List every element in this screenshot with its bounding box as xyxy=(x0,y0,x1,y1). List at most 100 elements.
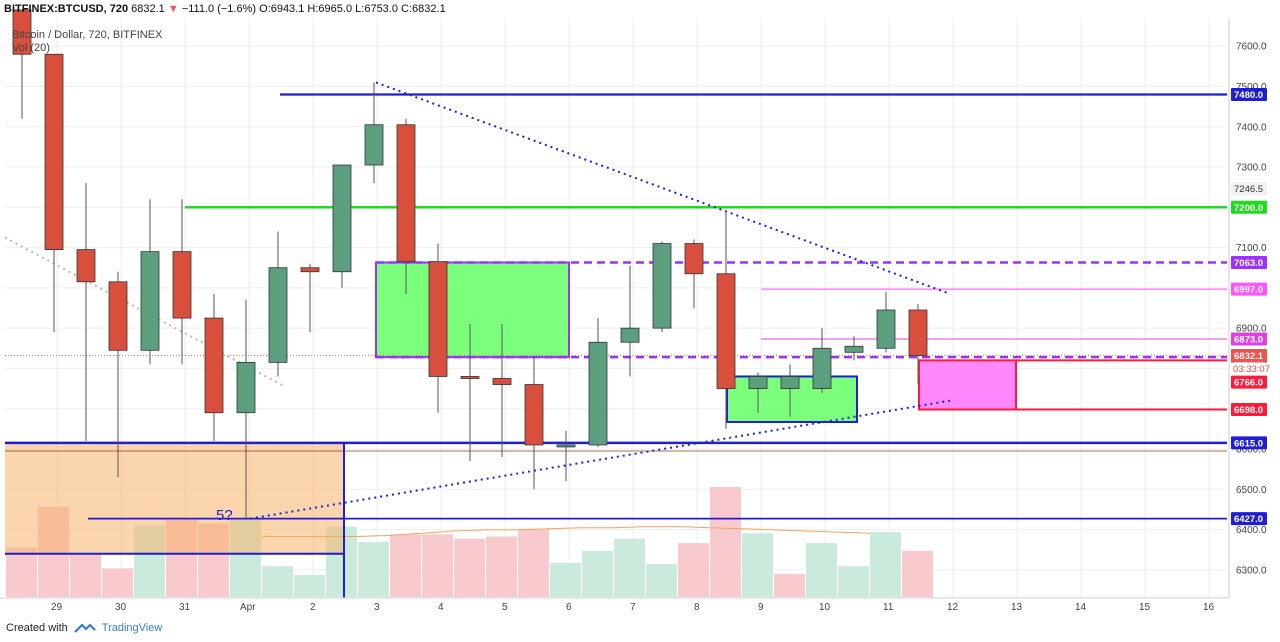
candle-body xyxy=(268,267,288,363)
volume-bar xyxy=(486,536,517,597)
volume-bar xyxy=(422,534,453,597)
price-tag-label: 7480.0 xyxy=(1234,90,1263,101)
volume-bar xyxy=(902,550,933,597)
price-tag xyxy=(1231,255,1267,269)
time-tick-label: 3 xyxy=(374,602,380,613)
series-title: Bitcoin / Dollar, 720, BITFINEX xyxy=(12,29,163,41)
time-tick-label: 9 xyxy=(758,602,764,613)
candle-body xyxy=(716,273,736,389)
candle-body xyxy=(236,361,256,414)
price-tag xyxy=(1231,512,1267,526)
candle-body xyxy=(652,243,672,329)
time-tick-label: Apr xyxy=(240,602,256,613)
price-axis-bg xyxy=(1229,0,1280,642)
symbol-header: BITFINEX:BTCUSD, 720 6832.1 ▼ −111.0 (−1… xyxy=(4,3,446,15)
volume-bar xyxy=(838,566,869,597)
change-arrow-icon: ▼ xyxy=(167,3,179,15)
price-tag-label: 7200.0 xyxy=(1234,203,1263,214)
price-tag-label: 6427.0 xyxy=(1234,514,1263,525)
price-tag-label: 6698.0 xyxy=(1234,405,1263,416)
volume-ma-line xyxy=(262,526,871,537)
time-tick-label: 15 xyxy=(1139,602,1151,613)
volume-bar xyxy=(70,553,101,597)
candle-body xyxy=(588,341,608,446)
last-price: 6832.1 xyxy=(131,3,165,15)
candle-body xyxy=(172,251,192,319)
time-tick-label: 31 xyxy=(179,602,191,613)
open-label: O: xyxy=(259,3,271,15)
time-tick-label: 13 xyxy=(1011,602,1023,613)
candle-body xyxy=(300,267,320,273)
candle-body xyxy=(364,124,384,166)
countdown-timer: 03:33:07 xyxy=(1233,364,1270,375)
ascending-trendline xyxy=(249,399,951,520)
candle-body xyxy=(76,249,96,283)
candle-body xyxy=(908,309,928,356)
time-tick-label: 14 xyxy=(1075,602,1087,613)
volume-bar xyxy=(518,528,549,597)
price-tick-label: 6600.0 xyxy=(1236,444,1267,455)
price-tick-label: 7400.0 xyxy=(1236,122,1267,133)
footer: Created with TradingView xyxy=(6,622,162,634)
volume-bar xyxy=(646,564,677,597)
candle-body xyxy=(460,376,480,379)
candle-body xyxy=(428,261,448,377)
price-tick-label: 6500.0 xyxy=(1236,485,1267,496)
price-tag xyxy=(1231,403,1267,416)
candle-body xyxy=(44,53,64,250)
candle-body xyxy=(684,243,704,275)
candle-body xyxy=(812,347,832,389)
accumulation-zone-box xyxy=(375,261,570,359)
candle-body xyxy=(140,251,160,351)
candle-body xyxy=(204,317,224,414)
high-value: 6965.0 xyxy=(318,3,353,15)
annotation-label: 5? xyxy=(216,507,233,524)
price-tag-label: 6766.0 xyxy=(1234,378,1263,389)
price-tick-label: 6900.0 xyxy=(1236,324,1267,335)
price-tick-label: 6400.0 xyxy=(1236,525,1267,536)
candle-body xyxy=(748,376,768,389)
candle-body xyxy=(332,164,352,273)
price-tag xyxy=(1231,182,1267,196)
time-tick-label: 7 xyxy=(630,602,636,613)
price-tag xyxy=(1231,436,1267,450)
volume-bar xyxy=(550,562,581,597)
open-value: 6943.1 xyxy=(270,3,305,15)
price-tag-label: 6832.1 xyxy=(1234,351,1264,362)
time-tick-label: 10 xyxy=(819,602,831,613)
volume-indicator-label[interactable]: Vol (20) xyxy=(12,42,50,54)
price-tick-label: 7600.0 xyxy=(1236,42,1267,53)
volume-bar xyxy=(806,543,837,597)
candle-body xyxy=(556,444,576,448)
low-label: L: xyxy=(355,3,365,15)
volume-bar xyxy=(454,538,485,597)
candle-body xyxy=(524,384,544,446)
candle-body xyxy=(780,376,800,389)
volume-bar xyxy=(582,550,613,597)
price-tag-label: 6997.0 xyxy=(1234,285,1263,296)
volume-bar xyxy=(390,534,421,597)
price-tag-label: 7246.5 xyxy=(1234,184,1263,195)
volume-bar xyxy=(294,575,325,597)
old-trendline xyxy=(4,236,286,388)
time-tick-label: 8 xyxy=(694,602,700,613)
price-tick-label: 6300.0 xyxy=(1236,565,1267,576)
tradingview-brand[interactable]: TradingView xyxy=(101,622,163,634)
high-label: H: xyxy=(307,3,319,15)
candle-body xyxy=(492,378,512,385)
volume-bar xyxy=(358,542,389,597)
volume-bar xyxy=(710,487,741,597)
target-zone-box xyxy=(918,359,1017,411)
volume-bar xyxy=(102,568,133,597)
low-value: 6753.0 xyxy=(364,3,398,15)
time-tick-label: 2 xyxy=(310,602,316,613)
price-tick-label: 7500.0 xyxy=(1236,82,1267,93)
price-tag xyxy=(1231,375,1267,389)
price-tick-label: 7100.0 xyxy=(1236,243,1267,254)
time-tick-label: 6 xyxy=(566,602,572,613)
time-tick-label: 11 xyxy=(883,602,894,613)
volume-bar xyxy=(742,533,773,597)
volume-bar xyxy=(774,573,805,597)
close-value: 6832.1 xyxy=(412,3,446,15)
